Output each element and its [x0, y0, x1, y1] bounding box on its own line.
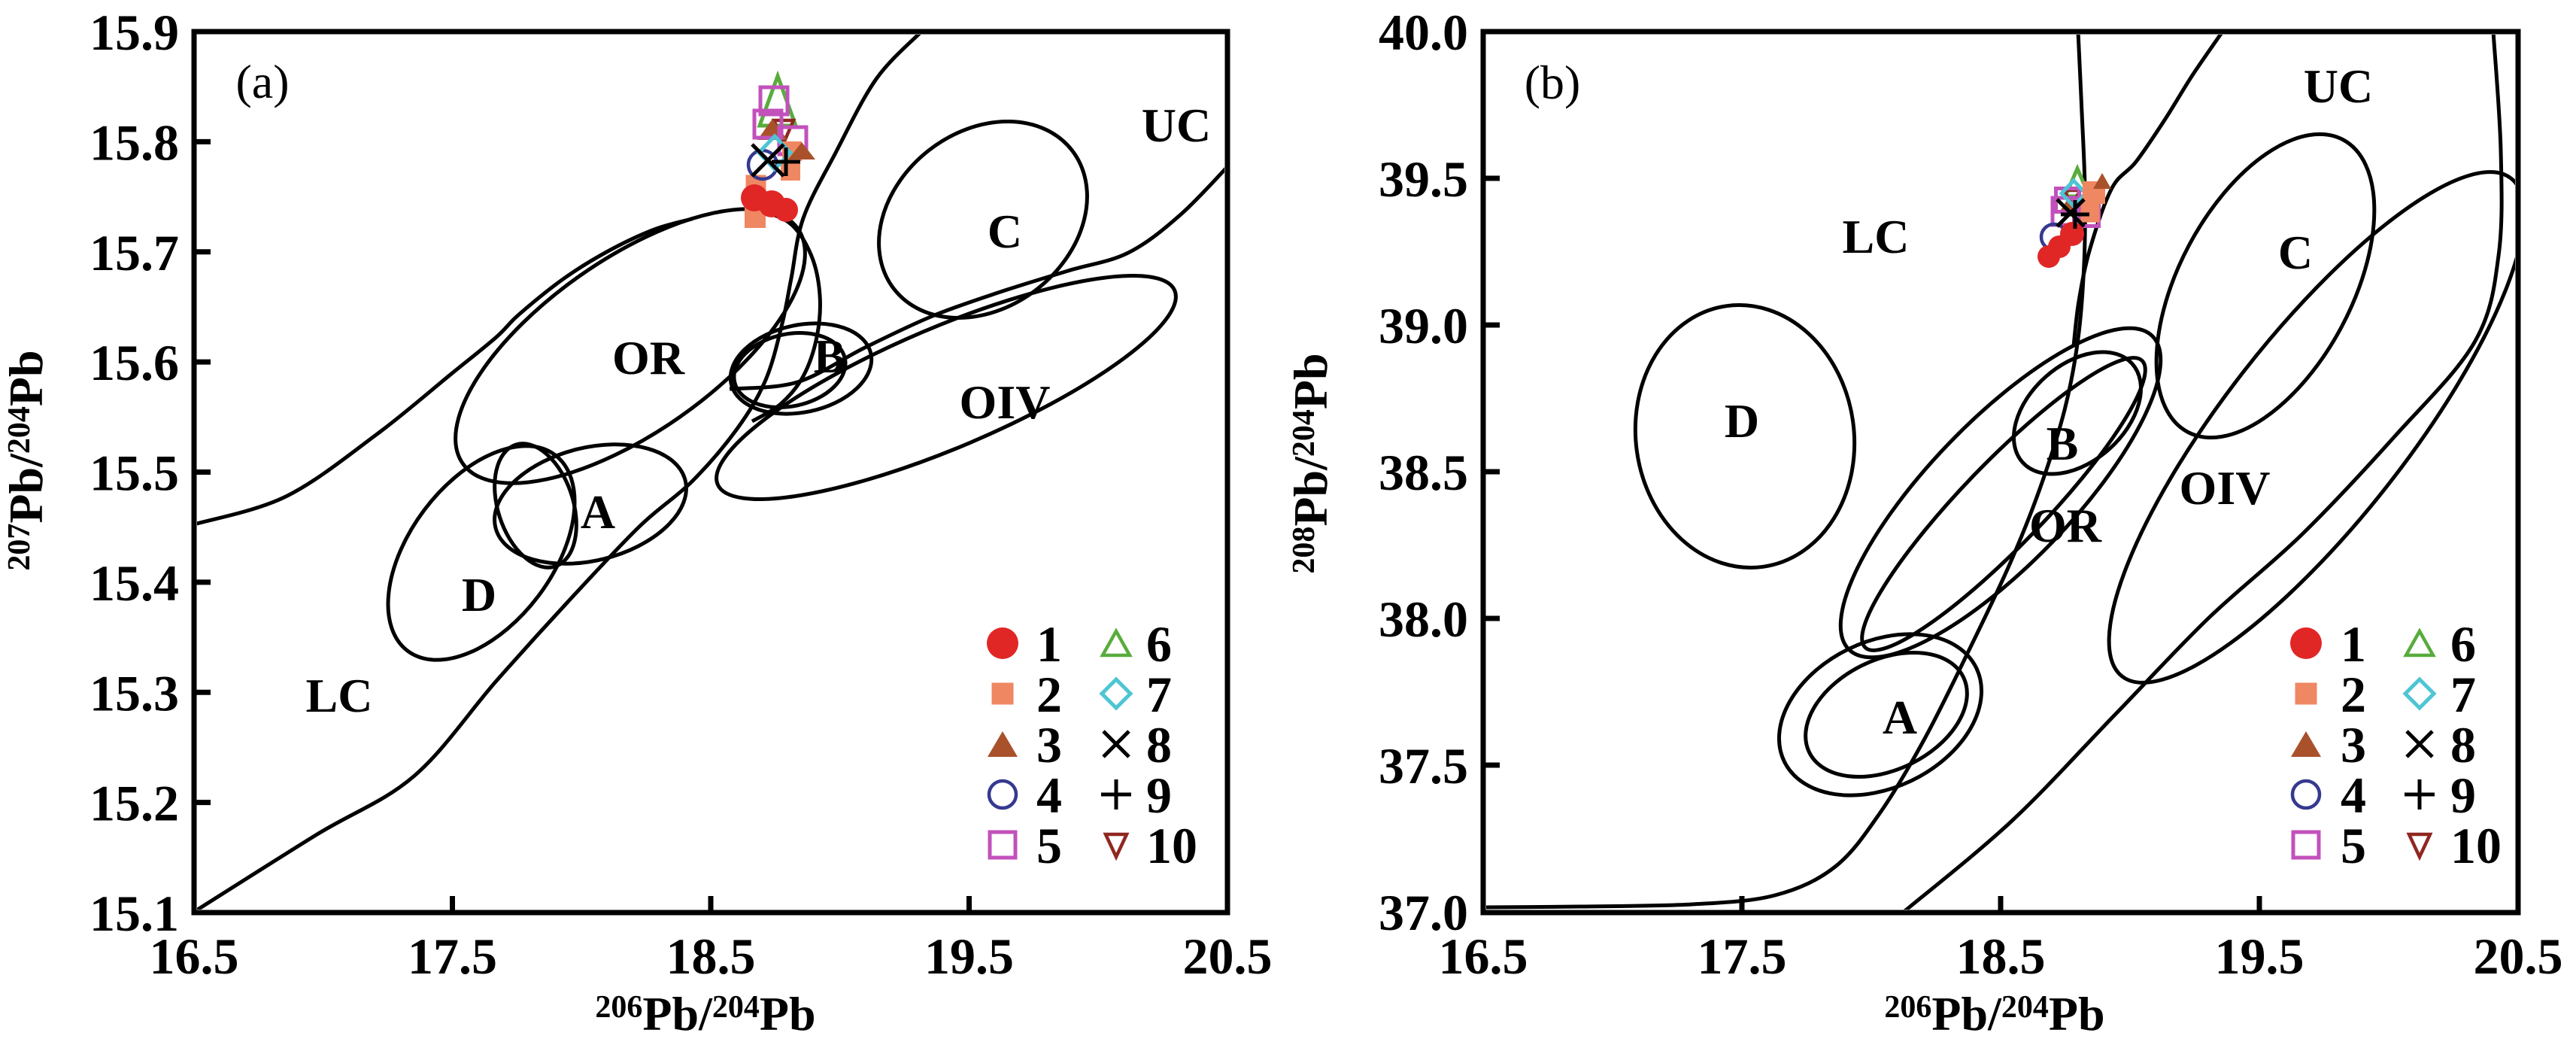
svg-text:10: 10 [1146, 817, 1197, 874]
svg-text:38.5: 38.5 [1379, 444, 1468, 501]
svg-text:16.5: 16.5 [150, 928, 239, 985]
svg-text:17.5: 17.5 [1698, 928, 1787, 985]
svg-text:15.3: 15.3 [90, 664, 179, 721]
svg-text:20.5: 20.5 [1183, 928, 1273, 985]
svg-text:UC: UC [2304, 59, 2373, 113]
svg-text:B: B [814, 330, 846, 383]
svg-text:38.0: 38.0 [1379, 591, 1468, 648]
svg-text:37.0: 37.0 [1379, 884, 1468, 941]
svg-text:37.5: 37.5 [1379, 737, 1468, 794]
svg-text:15.4: 15.4 [90, 554, 179, 612]
svg-text:C: C [988, 205, 1022, 258]
svg-text:15.2: 15.2 [90, 775, 179, 832]
svg-text:9: 9 [2450, 767, 2476, 824]
svg-text:A: A [1883, 691, 1917, 744]
svg-text:LC: LC [1843, 210, 1910, 263]
svg-text:15.8: 15.8 [90, 114, 179, 171]
svg-text:18.5: 18.5 [666, 928, 756, 985]
svg-text:206Pb/204Pb: 206Pb/204Pb [1884, 987, 2104, 1040]
svg-text:15.5: 15.5 [90, 445, 179, 502]
svg-text:D: D [1725, 394, 1759, 448]
svg-text:2: 2 [2341, 666, 2366, 723]
svg-text:2: 2 [1036, 666, 1062, 723]
svg-text:OIV: OIV [960, 375, 1051, 429]
svg-text:OIV: OIV [2180, 461, 2271, 515]
svg-text:6: 6 [1146, 615, 1172, 673]
svg-text:17.5: 17.5 [408, 928, 497, 985]
svg-text:8: 8 [2450, 716, 2476, 773]
svg-text:OR: OR [2029, 499, 2102, 552]
svg-text:3: 3 [2341, 716, 2366, 773]
svg-text:5: 5 [1036, 817, 1062, 874]
svg-text:B: B [2047, 417, 2079, 470]
svg-text:7: 7 [2450, 666, 2476, 723]
svg-text:15.7: 15.7 [90, 224, 179, 281]
svg-text:15.9: 15.9 [90, 4, 179, 61]
svg-text:C: C [2278, 226, 2313, 279]
svg-text:4: 4 [1036, 767, 1062, 824]
svg-text:9: 9 [1146, 767, 1172, 824]
svg-text:208Pb/204Pb: 208Pb/204Pb [1284, 353, 1337, 573]
svg-text:1: 1 [2341, 615, 2366, 673]
svg-text:3: 3 [1036, 716, 1062, 773]
svg-text:39.5: 39.5 [1379, 150, 1468, 208]
svg-text:15.1: 15.1 [90, 885, 179, 942]
svg-text:207Pb/204Pb: 207Pb/204Pb [0, 350, 53, 570]
svg-text:7: 7 [1146, 666, 1172, 723]
svg-text:206Pb/204Pb: 206Pb/204Pb [595, 987, 815, 1040]
svg-text:LC: LC [306, 669, 373, 722]
svg-text:16.5: 16.5 [1439, 928, 1528, 985]
svg-text:8: 8 [1146, 716, 1172, 773]
svg-text:19.5: 19.5 [924, 928, 1014, 985]
svg-text:4: 4 [2341, 767, 2366, 824]
svg-text:OR: OR [612, 331, 685, 384]
svg-text:10: 10 [2450, 817, 2502, 874]
svg-text:D: D [462, 568, 496, 621]
svg-text:19.5: 19.5 [2215, 928, 2304, 985]
svg-text:A: A [581, 485, 615, 539]
svg-text:20.5: 20.5 [2474, 928, 2563, 985]
svg-text:5: 5 [2341, 817, 2366, 874]
svg-text:40.0: 40.0 [1379, 4, 1468, 61]
svg-text:15.6: 15.6 [90, 334, 179, 391]
svg-text:18.5: 18.5 [1956, 928, 2046, 985]
svg-text:(a): (a) [235, 55, 289, 108]
svg-text:1: 1 [1036, 615, 1062, 673]
svg-text:39.0: 39.0 [1379, 297, 1468, 354]
svg-text:6: 6 [2450, 615, 2476, 673]
svg-text:UC: UC [1142, 99, 1211, 152]
svg-text:(b): (b) [1525, 56, 1581, 109]
